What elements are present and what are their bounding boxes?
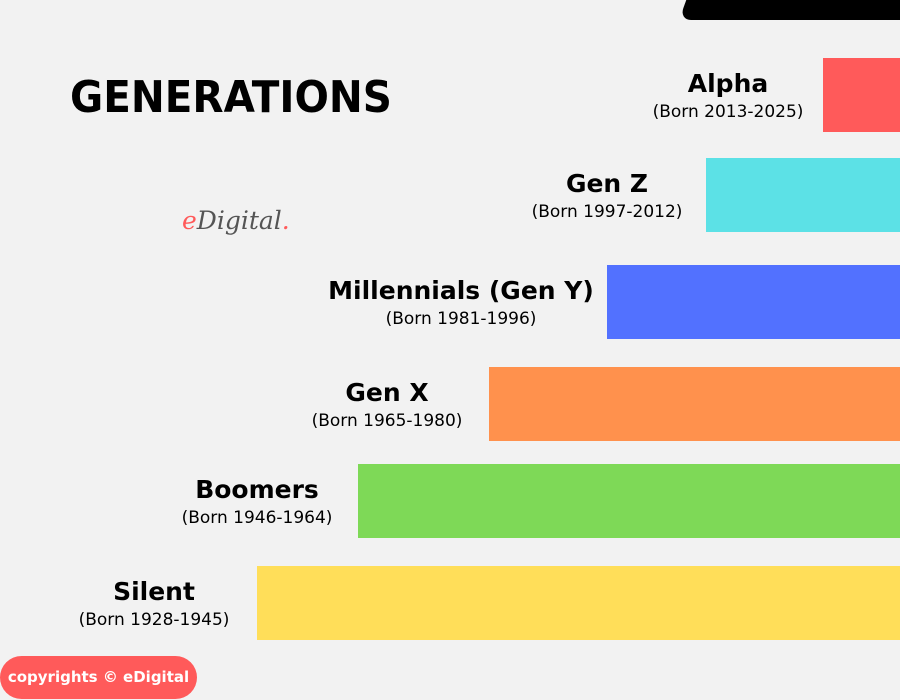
generation-label: Silent (Born 1928-1945)	[4, 576, 304, 632]
generation-name: Millennials (Gen Y)	[328, 276, 594, 305]
generation-name: Boomers	[195, 475, 319, 504]
generation-bar	[823, 58, 900, 132]
generation-label: Millennials (Gen Y) (Born 1981-1996)	[311, 275, 611, 331]
generation-born-range: (Born 1946-1964)	[181, 508, 333, 528]
generation-label: Gen Z (Born 1997-2012)	[457, 168, 757, 224]
generation-name: Gen X	[345, 378, 429, 407]
generation-born-range: (Born 1928-1945)	[78, 610, 230, 630]
generation-bar	[706, 158, 900, 232]
generation-label: Gen X (Born 1965-1980)	[237, 377, 537, 433]
generation-born-range: (Born 1997-2012)	[531, 202, 683, 222]
page-title: GENERATIONS	[70, 72, 392, 123]
generation-born-range: (Born 1981-1996)	[385, 309, 537, 329]
generation-label: Alpha (Born 2013-2025)	[578, 68, 878, 124]
generation-name: Gen Z	[565, 169, 649, 198]
generation-name: Silent	[113, 577, 195, 606]
generation-bar	[607, 265, 900, 339]
generation-bar	[257, 566, 900, 640]
edigital-logo: eDigital.	[182, 206, 290, 235]
generation-label: Boomers (Born 1946-1964)	[107, 474, 407, 530]
copyright-badge: copyrights © eDigital	[0, 656, 197, 699]
generation-bar	[489, 367, 900, 441]
generation-born-range: (Born 1965-1980)	[311, 411, 463, 431]
generation-born-range: (Born 2013-2025)	[652, 102, 804, 122]
decorative-top-shape	[679, 0, 900, 20]
generation-name: Alpha	[687, 69, 769, 98]
generation-bar	[358, 464, 900, 538]
